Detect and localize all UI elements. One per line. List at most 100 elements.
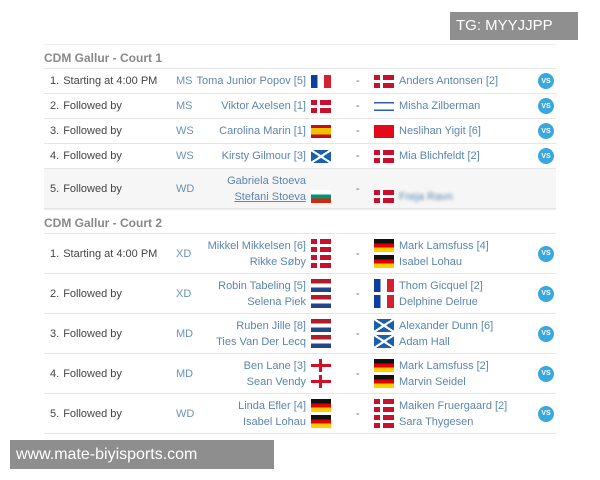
player[interactable]: Rikke Søby [250, 255, 331, 268]
player-name[interactable]: Delphine Delrue [399, 295, 478, 308]
match-number: 2. [50, 100, 60, 112]
vs-icon[interactable]: VS [538, 148, 554, 164]
match-time: Followed by [63, 125, 122, 137]
player[interactable]: Selena Piek [247, 295, 331, 308]
match-row[interactable]: 5. Followed by WD Linda Efler [4] Isabel Loh… [44, 394, 556, 434]
player[interactable]: Mia Blichfeldt [2] [374, 149, 480, 163]
player-name[interactable]: Robin Tabeling [5] [218, 279, 306, 292]
match-row[interactable]: 3. Followed by WS Carolina Marin [1] Nesliha… [44, 119, 556, 144]
player[interactable]: Gabriela Stoeva [227, 174, 331, 187]
player-name[interactable]: Kirsty Gilmour [3] [221, 150, 306, 162]
player-name[interactable]: Toma Junior Popov [5] [196, 75, 306, 87]
vs-icon[interactable]: VS [538, 325, 554, 342]
player[interactable]: Ben Lane [3] [244, 359, 331, 372]
player[interactable] [374, 174, 453, 187]
player-name[interactable]: Rikke Søby [249, 255, 306, 268]
player[interactable]: Thom Gicquel [2] [374, 279, 483, 292]
player[interactable]: Neslihan Yigit [6] [374, 124, 481, 138]
player[interactable]: Anders Antonsen [2] [374, 74, 499, 88]
player[interactable]: Robin Tabeling [5] [218, 279, 331, 292]
match-row[interactable]: 5. Followed by WD Gabriela Stoeva Stefani St… [44, 169, 556, 209]
vs-icon[interactable]: VS [538, 405, 554, 422]
player-name[interactable]: Gabriela Stoeva [227, 174, 306, 187]
match-row[interactable]: 4. Followed by WS Kirsty Gilmour [3] Mia Bli… [44, 144, 556, 169]
match-number: 3. [50, 327, 60, 340]
match-order: 5. Followed by [50, 394, 122, 433]
player[interactable]: Carolina Marin [1] [219, 124, 331, 138]
player[interactable]: Isabel Lohau [243, 415, 331, 428]
player-name[interactable]: Ben Lane [3] [243, 359, 306, 372]
player-name[interactable]: Stefani Stoeva [234, 190, 306, 203]
match-row[interactable]: 2. Followed by XD Robin Tabeling [5] Selena … [44, 274, 556, 314]
nl-flag-icon [311, 335, 331, 348]
nl-flag-icon [311, 295, 331, 308]
player[interactable]: Sean Vendy [247, 375, 331, 388]
player[interactable]: Mikkel Mikkelsen [6] [208, 239, 331, 252]
right-team: Misha Zilberman [374, 94, 480, 118]
player-name[interactable]: Ruben Jille [8] [236, 319, 306, 332]
player-name[interactable]: Carolina Marin [1] [219, 125, 306, 137]
player-name[interactable]: Mia Blichfeldt [2] [399, 150, 480, 162]
player[interactable]: Ruben Jille [8] [236, 319, 331, 332]
match-time: Followed by [63, 407, 122, 420]
vs-icon[interactable]: VS [538, 365, 554, 382]
player-name[interactable]: Sean Vendy [246, 375, 306, 388]
vs-icon[interactable]: VS [538, 285, 554, 302]
player[interactable]: Alexander Dunn [6] [374, 319, 493, 332]
vs-icon[interactable]: VS [538, 245, 554, 262]
match-row[interactable]: 1. Starting at 4:00 PM XD Mikkel Mikkelsen … [44, 234, 556, 274]
player-name[interactable]: Misha Zilberman [399, 100, 481, 112]
player[interactable]: Freja Ravn [374, 190, 453, 203]
player-name[interactable]: Isabel Lohau [399, 255, 462, 268]
player-name[interactable]: Alexander Dunn [6] [399, 319, 494, 332]
player[interactable]: Adam Hall [374, 335, 493, 348]
player-name[interactable]: Anders Antonsen [2] [399, 75, 499, 87]
player[interactable]: Viktor Axelsen [1] [221, 99, 331, 113]
player-name[interactable]: Ties Van Der Lecq [216, 335, 306, 348]
separator: - [356, 150, 360, 162]
player-name[interactable]: Freja Ravn [399, 190, 453, 203]
player-name[interactable]: Selena Piek [247, 295, 306, 308]
player-name[interactable]: Isabel Lohau [243, 415, 306, 428]
separator: - [356, 367, 360, 380]
player-name[interactable]: Mark Lamsfuss [4] [399, 239, 489, 252]
vs-icon[interactable]: VS [538, 123, 554, 139]
player[interactable]: Toma Junior Popov [5] [196, 74, 331, 88]
player[interactable]: Stefani Stoeva [234, 190, 331, 203]
player-name[interactable]: Thom Gicquel [2] [399, 279, 483, 292]
player[interactable]: Ties Van Der Lecq [216, 335, 331, 348]
player[interactable]: Delphine Delrue [374, 295, 483, 308]
player[interactable]: Sara Thygesen [374, 415, 507, 428]
match-row[interactable]: 2. Followed by MS Viktor Axelsen [1] Misha Z… [44, 94, 556, 119]
player[interactable]: Maiken Fruergaard [2] [374, 399, 507, 412]
dk-flag-icon [374, 190, 394, 203]
player-name[interactable]: Marvin Seidel [399, 375, 466, 388]
player-name[interactable]: Linda Efler [4] [238, 399, 306, 412]
match-order: 1. Starting at 4:00 PM [50, 69, 157, 93]
player-name[interactable]: Adam Hall [399, 335, 450, 348]
player[interactable]: Isabel Lohau [374, 255, 489, 268]
player[interactable]: Linda Efler [4] [238, 399, 331, 412]
fr-flag-icon [311, 74, 331, 88]
player-name[interactable]: Sara Thygesen [399, 415, 474, 428]
player-name[interactable]: Mikkel Mikkelsen [6] [207, 239, 306, 252]
player[interactable]: Mark Lamsfuss [2] [374, 359, 489, 372]
player[interactable]: Misha Zilberman [374, 99, 481, 113]
player-name[interactable]: Neslihan Yigit [6] [399, 125, 481, 137]
player[interactable]: Kirsty Gilmour [3] [221, 149, 331, 163]
player[interactable]: Mark Lamsfuss [4] [374, 239, 489, 252]
separator: - [356, 247, 360, 260]
vs-icon[interactable]: VS [538, 73, 554, 89]
player-name[interactable]: Mark Lamsfuss [2] [399, 359, 489, 372]
match-row[interactable]: 3. Followed by MD Ruben Jille [8] Ties Van D… [44, 314, 556, 354]
right-team: Thom Gicquel [2] Delphine Delrue [374, 274, 483, 313]
player[interactable]: Marvin Seidel [374, 375, 489, 388]
sc-flag-icon [374, 319, 394, 332]
right-team: Mia Blichfeldt [2] [374, 144, 480, 168]
player-name[interactable]: Viktor Axelsen [1] [221, 100, 306, 112]
match-row[interactable]: 1. Starting at 4:00 PM MS Toma Junior Popov… [44, 69, 556, 94]
match-number: 1. [50, 75, 60, 87]
match-row[interactable]: 4. Followed by MD Ben Lane [3] Sean Vendy Mar… [44, 354, 556, 394]
vs-icon[interactable]: VS [538, 98, 554, 114]
player-name[interactable]: Maiken Fruergaard [2] [399, 399, 508, 412]
